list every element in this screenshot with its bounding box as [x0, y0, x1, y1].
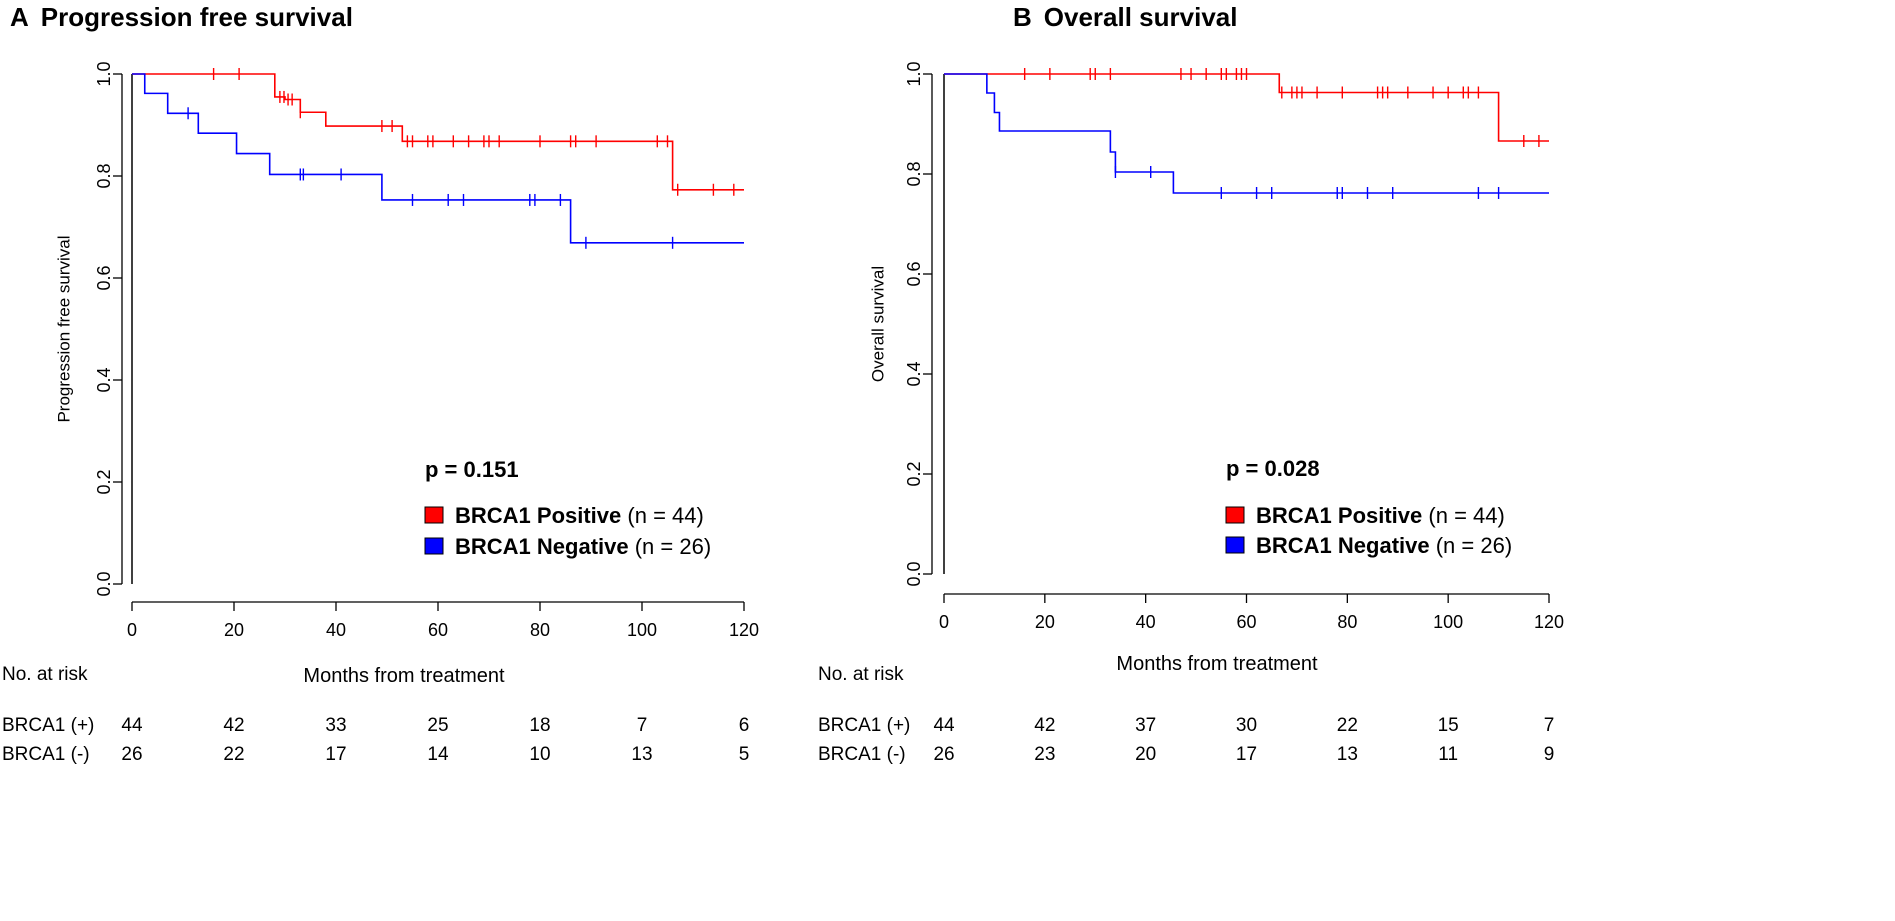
panel-b-risk-value: 13: [1337, 744, 1358, 765]
panel-b-y-tick-label: 1.0: [904, 61, 924, 86]
panel-a-risk-value: 18: [529, 715, 550, 736]
panel-b-x-axis-label: Months from treatment: [1116, 653, 1318, 675]
panel-b-x-tick-label: 20: [1035, 612, 1055, 632]
panel-a-risk-value: 6: [739, 715, 750, 736]
panel-a-legend-swatch-positive: [424, 506, 444, 524]
panel-a-p-value: p = 0.151: [425, 457, 519, 482]
panel-a-legend-n: (n = 26): [635, 534, 711, 559]
panel-a-x-tick-label: 100: [627, 620, 657, 640]
panel-a-letter: A: [10, 2, 29, 32]
panel-b-curve-negative: [944, 73, 1549, 194]
panel-b-y-tick-label: 0.2: [904, 461, 924, 486]
panel-b-legend-n: (n = 26): [1436, 533, 1512, 558]
panel-a-risk-value: 22: [223, 744, 244, 765]
panel-a-y-tick-label: 0.4: [94, 367, 114, 392]
panel-a-curve-positive: [132, 73, 744, 191]
panel-b-y-axis-label: Overall survival: [869, 266, 888, 382]
panel-b-y-tick-label: 0.6: [904, 261, 924, 286]
panel-a-risk-value: 10: [529, 744, 550, 765]
panel-a-risk-value: 42: [223, 715, 244, 736]
panel-a-y-tick-label: 0.6: [94, 265, 114, 290]
panel-b-x-tick-label: 80: [1337, 612, 1357, 632]
panel-a-legend-entry-negative: BRCA1 Negative (n = 26): [455, 534, 711, 559]
panel-b-title-text: Overall survival: [1043, 2, 1238, 32]
panel-b-title: B Overall survival: [1013, 2, 1237, 33]
panel-b-risk-value: 7: [1544, 715, 1555, 736]
panel-b-risk-value: 23: [1034, 744, 1055, 765]
panel-a-legend-name: BRCA1 Negative: [455, 534, 635, 559]
panel-b-x-tick-label: 0: [939, 612, 949, 632]
panel-b-y-tick-label: 0.0: [904, 561, 924, 586]
panel-b-y-tick-label: 0.8: [904, 161, 924, 186]
panel-b-x-tick-label: 120: [1534, 612, 1564, 632]
panel-a-risk-header: No. at risk: [2, 664, 88, 685]
panel-a-legend-swatch-negative: [424, 537, 444, 555]
panel-a-risk-value: 7: [637, 715, 648, 736]
panel-a-x-tick-label: 20: [224, 620, 244, 640]
panel-b-x-tick-label: 100: [1433, 612, 1463, 632]
panel-a-y-tick-label: 1.0: [94, 61, 114, 86]
panel-a-progression-free-survival: A Progression free survival 0.0 0.2 0.4 0.6 0…: [2, 2, 759, 765]
panel-b-risk-value: 22: [1337, 715, 1358, 736]
panel-a-x-tick-label: 80: [530, 620, 550, 640]
panel-b-risk-header: No. at risk: [818, 664, 904, 685]
panel-b-legend-swatch-positive: [1225, 506, 1245, 524]
panel-a-risk-row-label: BRCA1 (+): [2, 715, 94, 736]
panel-b-legend-entry-positive: BRCA1 Positive (n = 44): [1256, 503, 1505, 528]
panel-a-risk-value: 5: [739, 744, 750, 765]
panel-a-risk-value: 25: [427, 715, 448, 736]
panel-a-legend-n: (n = 44): [627, 503, 703, 528]
panel-a-y-tick-label: 0.2: [94, 469, 114, 494]
panel-a-risk-value: 33: [325, 715, 346, 736]
panel-b-risk-row-label: BRCA1 (+): [818, 715, 910, 736]
panel-b-risk-value: 11: [1438, 744, 1458, 765]
panel-a-risk-value: 44: [121, 715, 143, 736]
panel-b-y-tick-label: 0.4: [904, 361, 924, 386]
panel-a-title-text: Progression free survival: [40, 2, 353, 32]
panel-a-risk-value: 13: [631, 744, 652, 765]
panel-b-legend-name: BRCA1 Negative: [1256, 533, 1436, 558]
panel-b-legend-name: BRCA1 Positive: [1256, 503, 1428, 528]
panel-b-risk-value: 42: [1034, 715, 1055, 736]
panel-b-risk-value: 15: [1438, 715, 1459, 736]
panel-b-x-tick-label: 60: [1236, 612, 1256, 632]
panel-b-risk-row-label: BRCA1 (-): [818, 744, 906, 765]
panel-a-x-tick-label: 60: [428, 620, 448, 640]
panel-a-risk-row-label: BRCA1 (-): [2, 744, 90, 765]
panel-a-legend-entry-positive: BRCA1 Positive (n = 44): [455, 503, 704, 528]
panel-b-p-value: p = 0.028: [1226, 456, 1320, 481]
panel-b-curve-positive: [944, 73, 1549, 142]
panel-b-risk-value: 37: [1135, 715, 1156, 736]
panel-a-curve-negative: [132, 73, 744, 244]
panel-b-legend-n: (n = 44): [1428, 503, 1504, 528]
panel-a-y-tick-label: 0.0: [94, 571, 114, 596]
panel-b-x-tick-label: 40: [1136, 612, 1156, 632]
panel-a-x-tick-label: 120: [729, 620, 759, 640]
panel-b-overall-survival: B Overall survival 0.0 0.2 0.4 0.6 0.8 1.0 Over…: [818, 0, 1895, 921]
panel-a-risk-value: 14: [427, 744, 449, 765]
panel-a-title: A Progression free survival: [10, 2, 353, 33]
panel-b-risk-value: 17: [1236, 744, 1257, 765]
panel-b-risk-value: 44: [933, 715, 955, 736]
panel-b-risk-value: 9: [1544, 744, 1555, 765]
panel-b-risk-value: 20: [1135, 744, 1156, 765]
panel-a-x-tick-label: 0: [127, 620, 137, 640]
panel-a-y-tick-label: 0.8: [94, 163, 114, 188]
panel-a-risk-value: 17: [325, 744, 346, 765]
panel-a-risk-value: 26: [121, 744, 142, 765]
panel-a-x-axis-label: Months from treatment: [303, 665, 505, 687]
panel-b-legend-entry-negative: BRCA1 Negative (n = 26): [1256, 533, 1512, 558]
panel-b-risk-value: 26: [933, 744, 954, 765]
panel-b-risk-value: 30: [1236, 715, 1257, 736]
panel-a-legend-name: BRCA1 Positive: [455, 503, 627, 528]
panel-b-legend-swatch-negative: [1225, 536, 1245, 554]
panel-a-km-chart: 0.0 0.2 0.4 0.6 0.8 1.0 Progression free survi…: [2, 61, 759, 765]
panel-a-y-axis-label: Progression free survival: [55, 235, 74, 422]
panel-b-letter: B: [1013, 2, 1032, 32]
panel-a-x-tick-label: 40: [326, 620, 346, 640]
panel-b-km-chart: 0.0 0.2 0.4 0.6 0.8 1.0 Overall survival 0 20 40 6…: [818, 61, 1564, 765]
